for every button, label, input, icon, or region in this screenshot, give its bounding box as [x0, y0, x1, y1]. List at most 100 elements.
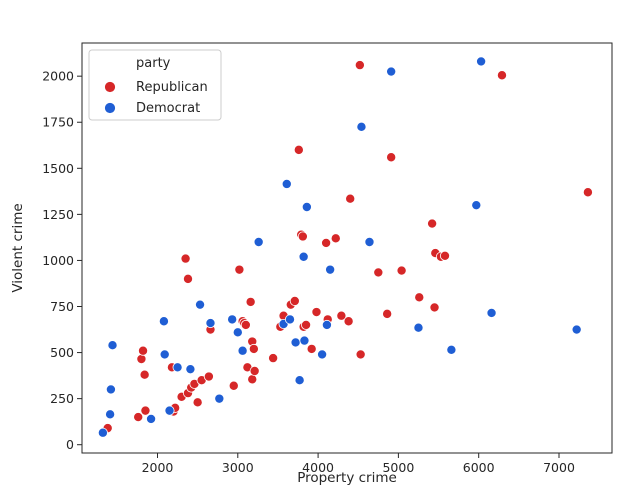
- x-tick-label: 7000: [543, 460, 575, 475]
- data-point-republican: [301, 319, 312, 330]
- data-point-democrat: [356, 121, 367, 132]
- data-point-republican: [240, 319, 251, 330]
- data-point-democrat: [281, 178, 292, 189]
- data-point-republican: [429, 302, 440, 313]
- data-point-republican: [427, 218, 438, 229]
- data-point-republican: [289, 295, 300, 306]
- data-point-republican: [439, 250, 450, 261]
- legend-marker-democrat: [104, 102, 116, 114]
- data-point-democrat: [317, 349, 328, 360]
- data-point-republican: [382, 308, 393, 319]
- data-point-republican: [182, 273, 193, 284]
- y-tick-label: 250: [50, 391, 74, 406]
- data-point-democrat: [321, 319, 332, 330]
- data-point-democrat: [237, 345, 248, 356]
- data-point-democrat: [413, 322, 424, 333]
- data-point-republican: [306, 343, 317, 354]
- data-point-democrat: [195, 299, 206, 310]
- data-point-republican: [582, 187, 593, 198]
- legend-label-republican: Republican: [136, 80, 208, 95]
- data-point-republican: [133, 412, 144, 423]
- data-point-republican: [247, 374, 258, 385]
- plot-area: [97, 56, 593, 438]
- x-tick-label: 2000: [142, 460, 174, 475]
- data-point-democrat: [164, 405, 175, 416]
- data-point-republican: [140, 405, 151, 416]
- data-point-democrat: [172, 362, 183, 373]
- x-tick-label: 4000: [302, 460, 334, 475]
- data-point-republican: [386, 152, 397, 163]
- data-point-democrat: [290, 337, 301, 348]
- y-tick-label: 1750: [42, 115, 74, 130]
- data-point-democrat: [364, 237, 375, 248]
- data-point-republican: [203, 371, 214, 382]
- legend: party Republican Democrat: [88, 49, 222, 121]
- legend-box: [88, 49, 222, 121]
- data-point-democrat: [227, 314, 238, 325]
- data-point-republican: [136, 354, 147, 365]
- data-point-democrat: [185, 364, 196, 375]
- data-point-republican: [355, 349, 366, 360]
- y-tick-label: 0: [66, 437, 74, 452]
- data-point-republican: [228, 380, 239, 391]
- data-point-republican: [345, 193, 356, 204]
- y-tick-label: 1000: [42, 253, 74, 268]
- data-point-republican: [293, 144, 304, 155]
- y-axis-label: Violent crime: [10, 203, 26, 292]
- legend-marker-republican: [104, 81, 116, 93]
- data-point-republican: [343, 316, 354, 327]
- data-point-democrat: [301, 201, 312, 212]
- data-point-democrat: [294, 375, 305, 386]
- data-point-democrat: [158, 316, 169, 327]
- x-tick-label: 5000: [382, 460, 414, 475]
- y-tick-label: 750: [50, 299, 74, 314]
- data-point-democrat: [105, 384, 116, 395]
- data-point-republican: [138, 345, 149, 356]
- data-point-democrat: [325, 264, 336, 275]
- data-point-republican: [139, 369, 150, 380]
- data-point-democrat: [105, 409, 116, 420]
- x-tick-label: 3000: [222, 460, 254, 475]
- data-point-republican: [373, 267, 384, 278]
- x-axis: 2000 3000 4000 5000 6000 7000: [142, 453, 575, 475]
- data-point-republican: [192, 397, 203, 408]
- data-point-republican: [249, 365, 260, 376]
- data-point-republican: [496, 70, 507, 81]
- legend-label-democrat: Democrat: [136, 101, 200, 116]
- data-point-republican: [330, 233, 341, 244]
- data-point-democrat: [471, 200, 482, 211]
- data-point-democrat: [298, 251, 309, 262]
- data-point-democrat: [253, 237, 264, 248]
- data-point-democrat: [386, 66, 397, 77]
- data-point-democrat: [214, 393, 225, 404]
- data-point-republican: [180, 253, 191, 264]
- data-point-republican: [245, 296, 256, 307]
- x-axis-label: Property crime: [297, 470, 397, 486]
- data-point-democrat: [205, 318, 216, 329]
- data-point-democrat: [284, 314, 295, 325]
- data-point-democrat: [159, 349, 170, 360]
- x-tick-label: 6000: [463, 460, 495, 475]
- y-tick-label: 2000: [42, 69, 74, 84]
- data-point-republican: [396, 265, 407, 276]
- data-point-democrat: [299, 335, 310, 346]
- data-point-democrat: [476, 56, 487, 67]
- data-point-democrat: [486, 307, 497, 318]
- y-tick-label: 1250: [42, 207, 74, 222]
- y-tick-label: 500: [50, 345, 74, 360]
- data-point-republican: [234, 264, 245, 275]
- data-point-republican: [297, 231, 308, 242]
- y-axis: 0 250 500 750 1000 1250 1500 1750 2000: [42, 69, 82, 452]
- data-point-republican: [248, 343, 259, 354]
- data-point-republican: [354, 60, 365, 71]
- data-point-democrat: [571, 324, 582, 335]
- data-point-democrat: [107, 340, 118, 351]
- axes-frame: [81, 42, 613, 454]
- data-point-republican: [321, 237, 332, 248]
- data-point-democrat: [232, 327, 243, 338]
- legend-title: party: [136, 56, 171, 71]
- data-point-republican: [336, 310, 347, 321]
- data-point-republican: [414, 292, 425, 303]
- data-point-democrat: [446, 344, 457, 355]
